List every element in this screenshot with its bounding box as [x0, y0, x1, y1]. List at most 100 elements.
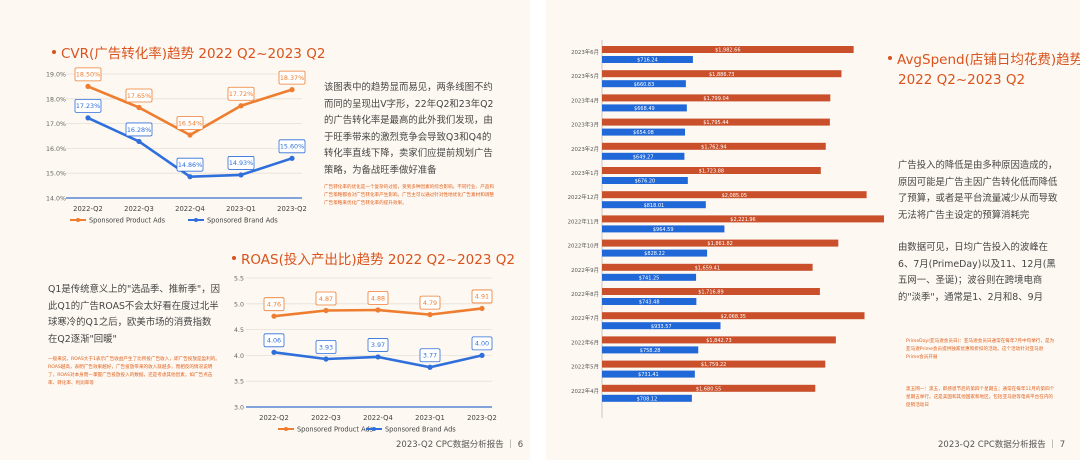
spend-bar-blue-label: $964.59	[653, 227, 674, 233]
spend-bar-blue-label: $743.48	[639, 300, 660, 306]
avgspend-description: 广告投入的降低是由多种原因造成的，原因可能是广告主因广告转化低而降低了预算，或者…	[898, 160, 1058, 221]
spend-category-label: 2022年6月	[571, 338, 599, 346]
roas-data-point	[479, 305, 485, 312]
roas-data-label-box	[471, 336, 493, 351]
cvr-data-label-box	[74, 98, 102, 113]
spend-category-label: 2023年4月	[571, 96, 599, 104]
spend-bar-blue	[602, 80, 686, 88]
spend-bar-blue-label: $716.24	[637, 58, 658, 64]
cvr-section-title: CVR(广告转化率)趋势 2022 Q2~2023 Q2	[52, 42, 325, 62]
avgspend-title-line1: AvgSpend(店铺日均花费)趋势	[897, 52, 1080, 68]
cvr-xtick-label: 2023-Q2	[277, 205, 307, 213]
cvr-xtick-label: 2022-Q2	[73, 205, 103, 213]
spend-bar-red-label: $1,842.73	[706, 338, 731, 344]
spend-bar-blue-label: $708.12	[637, 396, 658, 402]
page-number: 6	[517, 440, 524, 450]
spend-bar-blue	[602, 201, 706, 209]
spend-category-label: 2022年10月	[568, 242, 599, 250]
report-page-6: CVR(广告转化率)趋势 2022 Q2~2023 Q2 19.0% 18.0% 1…	[0, 0, 530, 460]
avgspend-bar-chart: 2023年6月 $1,982.66 $716.24 2023年5月 $1,886.73 $…	[568, 40, 884, 418]
spend-bar-red	[602, 70, 842, 78]
bullet-dot-icon	[888, 56, 892, 60]
spend-bar-red	[602, 239, 839, 247]
roas-data-point	[375, 354, 381, 360]
spend-category-label: 2022年9月	[571, 266, 599, 274]
roas-legend-label: Sponsored Product Ads	[297, 426, 374, 434]
spend-category-label: 2023年6月	[571, 48, 599, 56]
spend-bar-red-label: $1,795.44	[703, 120, 728, 126]
spend-category-label: 2023年3月	[571, 121, 599, 129]
roas-data-point	[427, 364, 433, 370]
cvr-data-point	[85, 83, 91, 89]
spend-bar-red-label: $1,799.04	[703, 96, 728, 102]
roas-data-label-box	[263, 333, 285, 348]
spend-bar-blue	[602, 346, 699, 354]
cvr-xtick-label: 2022-Q3	[124, 205, 154, 213]
cvr-data-label-box	[227, 156, 255, 170]
cvr-data-label: 16.28%	[127, 126, 151, 134]
cvr-legend-marker	[76, 218, 80, 222]
roas-ytick-label: 5.0	[234, 301, 244, 308]
roas-data-label: 4.76	[267, 300, 281, 308]
roas-ytick-label: 4.5	[234, 327, 244, 334]
cvr-data-label-box	[125, 88, 153, 103]
spend-bar-blue	[602, 322, 721, 330]
spend-bar-red	[602, 118, 830, 126]
spend-bar-blue	[602, 56, 693, 63]
roas-data-point	[271, 313, 277, 319]
spend-category-label: 2022年4月	[571, 387, 599, 395]
spend-category-label: 2022年11月	[568, 217, 599, 225]
spend-bar-blue	[602, 177, 688, 184]
spend-bar-red	[602, 336, 836, 344]
roas-line-chart: 5.5 5.0 4.5 4.0 3.5 3.0 2022-Q2 2022-Q3 2022-Q4 2…	[234, 276, 497, 434]
spend-bar-blue-label: $828.22	[644, 251, 665, 257]
roas-data-point	[427, 312, 433, 318]
cvr-data-label-box	[125, 122, 153, 137]
roas-xtick-label: 2022-Q2	[259, 414, 289, 422]
roas-data-label-box	[419, 348, 441, 363]
cvr-legend-marker	[194, 218, 198, 222]
roas-section-title: ROAS(投入产出比)趋势 2022 Q2~2023 Q2	[232, 248, 515, 268]
cvr-data-point	[136, 104, 142, 111]
cvr-xtick-label: 2023-Q1	[226, 205, 256, 213]
spend-bar-blue-label: $741.25	[639, 275, 660, 281]
roas-data-label: 4.91	[475, 293, 489, 301]
roas-data-label-box	[367, 291, 389, 305]
cvr-title-text: CVR(广告转化率)趋势 2022 Q2~2023 Q2	[61, 46, 326, 62]
roas-ytick-label: 3.5	[234, 379, 244, 386]
roas-xtick-label: 2023-Q2	[467, 414, 497, 422]
cvr-legend-label: Sponsored Product Ads	[89, 217, 166, 225]
spend-bar-blue	[602, 249, 708, 257]
cvr-data-point	[238, 172, 244, 178]
cvr-data-label: 14.93%	[229, 159, 253, 167]
cvr-data-point	[289, 87, 295, 93]
spend-bar-blue-label: $668.49	[634, 106, 655, 112]
cvr-ytick-label: 15.0%	[46, 171, 66, 178]
spend-bar-red	[602, 94, 831, 102]
footer-label: 2023-Q2 CPC数据分析报告	[396, 440, 504, 450]
cvr-data-label-box	[176, 116, 204, 130]
primeday-note: PrimeDay(亚马逊会员日)：亚马逊会员日通常在每年7月中旬举行，是为亚马逊…	[906, 339, 1055, 360]
cvr-data-label: 18.50%	[76, 71, 100, 79]
roas-xtick-label: 2022-Q4	[363, 414, 393, 422]
spend-bar-blue-label: $660.83	[634, 82, 655, 88]
spend-bar-red-label: $1,886.73	[709, 72, 734, 78]
cvr-data-point	[187, 174, 193, 180]
spend-category-label: 2023年2月	[571, 145, 599, 153]
spend-bar-blue	[602, 128, 686, 136]
roas-data-label: 4.00	[475, 340, 489, 348]
roas-data-label-box	[315, 291, 337, 306]
report-page-7: 2023年6月 $1,982.66 $716.24 2023年5月 $1,886.73 $…	[546, 0, 1080, 460]
spend-bar-red	[602, 263, 813, 271]
cvr-data-label: 16.54%	[178, 119, 202, 127]
cvr-ytick-label: 14.0%	[46, 196, 66, 203]
spend-bar-blue-label: $654.08	[633, 130, 654, 136]
roas-title-text: ROAS(投入产出比)趋势 2022 Q2~2023 Q2	[241, 252, 515, 268]
roas-data-label: 4.79	[423, 299, 437, 307]
cvr-xtick-label: 2022-Q4	[175, 205, 205, 213]
cvr-legend-label: Sponsored Brand Ads	[207, 217, 278, 225]
spend-bar-red-label: $1,861.82	[707, 241, 732, 247]
spend-bar-red	[602, 46, 854, 53]
blackfriday-note: 黑五网一：黑五，即感恩节后的第四个星期五；通常在每年11月的第四个星期五举行。这…	[906, 387, 1055, 408]
cvr-ytick-label: 19.0%	[46, 72, 66, 79]
